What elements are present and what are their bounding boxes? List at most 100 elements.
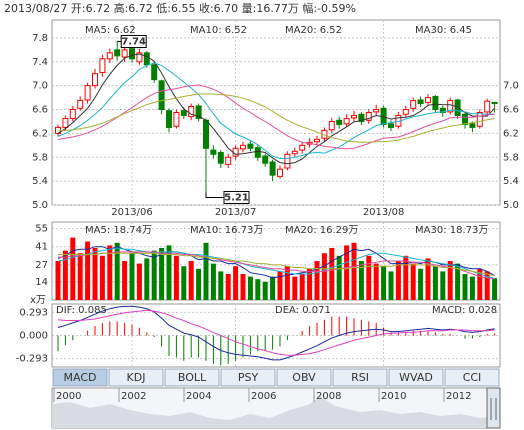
volume-bar (366, 255, 372, 300)
tab[interactable] (276, 368, 332, 387)
ma-line (57, 84, 495, 150)
y-tick-label: 41 (35, 242, 48, 253)
candle-body (269, 161, 276, 176)
y-tick-label: 14 (35, 277, 48, 288)
volume-bar (432, 266, 438, 300)
candle-body (77, 100, 84, 109)
x-tick-label: 2013/06 (111, 207, 153, 218)
volume-ma-line (58, 252, 495, 277)
volume-bar (247, 276, 253, 300)
volume-bar (55, 261, 61, 300)
volume-bar (99, 255, 105, 300)
tab-label[interactable]: WVAD (399, 371, 433, 384)
candle-body (291, 150, 298, 155)
quote-header: 2013/08/27 开:6.72 高:6.72 低:6.55 收:6.70 量… (4, 1, 356, 15)
candle-body (425, 97, 431, 103)
x-tick-label: 2013/07 (215, 207, 257, 218)
candle-body (469, 123, 476, 128)
volume-bar (122, 261, 128, 300)
y-tick-label: 5.0 (32, 200, 48, 211)
volume-bar (484, 271, 490, 300)
year-label: 2000 (56, 391, 81, 402)
y-axis-label: x万 (30, 295, 46, 306)
candle-body (217, 151, 224, 164)
volume-ma-line (57, 247, 495, 279)
y-tick-label: 5.8 (503, 152, 519, 163)
tab[interactable] (164, 368, 220, 387)
volume-bar (62, 250, 68, 300)
candle-body (210, 149, 217, 155)
candle-body (62, 117, 69, 128)
annotation-box (120, 34, 147, 48)
volume-bar (173, 255, 179, 300)
y-tick-label: 55 (35, 224, 48, 235)
candle-body (365, 112, 372, 121)
macd-line (57, 305, 495, 361)
candle-body (158, 80, 165, 111)
volume-bar (92, 248, 98, 300)
volume-bar (314, 261, 320, 300)
legend-entry: MA10: 6.52 (190, 25, 247, 36)
candle-body (373, 109, 380, 113)
y-tick-label: 5.4 (503, 176, 519, 187)
legend-entry: DIF: 0.085 (56, 305, 107, 316)
candle-body (343, 117, 350, 125)
y-tick-label: 0.293 (19, 307, 48, 318)
volume-bar (107, 245, 113, 300)
volume-bar (210, 263, 216, 300)
year-label: 2004 (186, 391, 211, 402)
tab-label[interactable]: KDJ (127, 371, 146, 384)
candle-body (69, 109, 76, 119)
tab-label[interactable]: CCI (463, 371, 482, 384)
tab-label[interactable]: MACD (64, 371, 97, 384)
y-tick-label: 6.6 (32, 105, 48, 116)
tab-label[interactable]: PSY (238, 371, 259, 384)
candle-body (129, 48, 135, 60)
candle-body (351, 114, 357, 119)
year-label: 2002 (121, 391, 146, 402)
tab-label[interactable]: RSI (351, 371, 369, 384)
candle-body (262, 155, 269, 164)
tab[interactable] (332, 368, 388, 387)
ma-line (58, 93, 495, 143)
candle-body (151, 64, 158, 81)
volume-bar (218, 271, 224, 300)
candle-body (417, 99, 424, 105)
volume-bar (151, 250, 157, 300)
y-tick-label: 6.2 (503, 128, 519, 139)
tab[interactable] (220, 368, 276, 387)
legend-entry: MA10: 16.73万 (190, 225, 263, 236)
volume-bar (462, 274, 468, 300)
macd-line (57, 309, 495, 356)
volume-bar (403, 255, 409, 300)
scroll-handle[interactable] (486, 387, 501, 429)
tab[interactable] (52, 368, 108, 387)
tab[interactable] (444, 368, 500, 387)
tab[interactable] (388, 368, 444, 387)
tab[interactable] (108, 368, 164, 387)
candle-body (166, 110, 172, 128)
candle-body (314, 138, 320, 143)
volume-bar (114, 242, 120, 300)
volume-bar (381, 266, 387, 300)
year-label: 2010 (381, 391, 406, 402)
candle-body (454, 99, 461, 116)
volume-bar (358, 261, 364, 300)
candle-body (203, 119, 209, 149)
volume-bar (469, 276, 475, 300)
volume-bar (344, 245, 350, 300)
volume-bar (129, 253, 135, 300)
candle-body (180, 110, 187, 116)
year-label: 2012 (446, 391, 471, 402)
y-tick-label: 5.8 (32, 152, 48, 163)
candle-body (232, 147, 239, 157)
tab-label[interactable]: BOLL (178, 371, 207, 384)
y-tick-label: 7.0 (503, 81, 519, 92)
volume-bar (188, 261, 194, 300)
candle-body (106, 52, 113, 60)
y-tick-label: 27 (35, 260, 48, 271)
tab-label[interactable]: OBV (292, 371, 316, 384)
candle-body (462, 113, 468, 125)
volume-bar (440, 271, 446, 300)
